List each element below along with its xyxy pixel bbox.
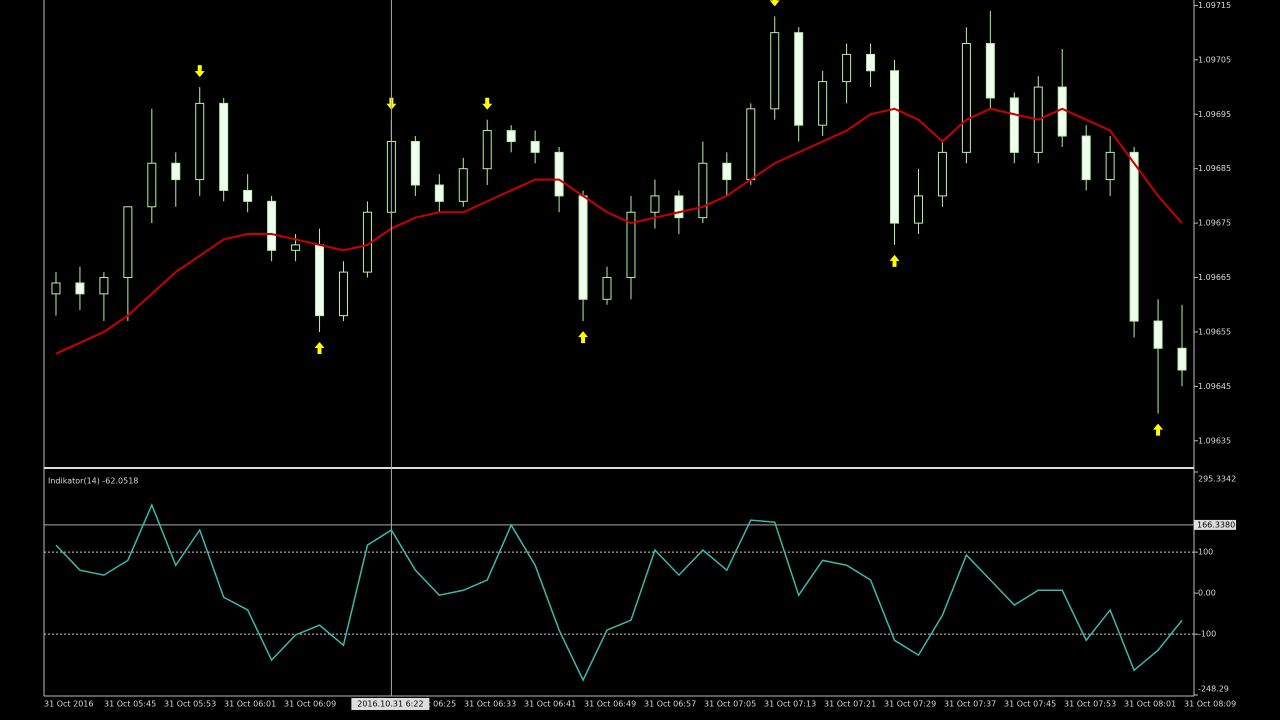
candle-body [1081, 135, 1091, 181]
x-tick-label: 31 Oct 06:09 [284, 700, 336, 709]
indicator-title: Indikator(14) -62.0518 [48, 477, 138, 486]
candle-body [913, 195, 923, 224]
buy-arrow [314, 341, 325, 354]
y-tick-label: 1.09695 [1198, 110, 1231, 119]
x-tick-label: 31 Oct 07:45 [1004, 700, 1056, 709]
x-tick-label: 31 Oct 2016 [44, 700, 93, 709]
candle-body [506, 130, 516, 142]
candle-body [1057, 86, 1067, 137]
candle-body [315, 244, 325, 317]
candle-body [890, 70, 900, 224]
candle-body [961, 43, 971, 153]
candle-body [434, 184, 444, 202]
candle-body [578, 195, 588, 300]
x-tick-label: 31 Oct 05:45 [104, 700, 156, 709]
candle-body [51, 282, 61, 295]
candle-body [291, 244, 301, 251]
candle-body [866, 53, 876, 72]
x-tick-label: 31 Oct 07:05 [704, 700, 756, 709]
x-tick-label: 31 Oct 08:01 [1124, 700, 1176, 709]
candle-body [171, 162, 181, 181]
candle-body [698, 162, 708, 219]
x-tick-label: 31 Oct 07:29 [884, 700, 936, 709]
candle-body [770, 32, 780, 110]
buy-arrow [578, 331, 589, 344]
candle-body [1177, 347, 1187, 371]
y-tick-label: -248.29 [1198, 685, 1229, 694]
candle-body [243, 189, 253, 202]
candle-body [842, 53, 852, 83]
crosshair-label: 2016.10.31 6:22 [357, 700, 423, 709]
candle-body [123, 206, 133, 279]
candle-body [985, 43, 995, 99]
candle-body [458, 168, 468, 202]
y-tick-label: 1.09645 [1198, 382, 1231, 391]
candle-body [626, 211, 636, 279]
candle-body [195, 102, 205, 181]
candle-body [338, 271, 348, 317]
y-tick-label: 1.09635 [1198, 436, 1231, 445]
crosshair-label-bg [351, 698, 430, 710]
candle-body [674, 195, 684, 219]
candle-body [99, 277, 109, 295]
moving-average [55, 107, 1183, 355]
candle-body [482, 130, 492, 170]
x-tick-label: 31 Oct 07:37 [944, 700, 996, 709]
y-tick-label: 295.3342 [1198, 475, 1236, 484]
y-tick-label: 1.09705 [1198, 55, 1231, 64]
candle-body [147, 162, 157, 208]
indicator-line [55, 502, 1183, 682]
y-tick-label: 1.09665 [1198, 273, 1231, 282]
x-tick-label: 31 Oct 07:13 [764, 700, 816, 709]
y-tick-label: 100 [1198, 548, 1213, 557]
x-tick-label: 31 Oct 06:01 [224, 700, 276, 709]
buy-arrow [889, 254, 900, 267]
x-tick-label: 31 Oct 05:53 [164, 700, 216, 709]
current-value-bg [1194, 519, 1236, 530]
sell-arrow [194, 65, 205, 78]
candle-body [530, 140, 540, 153]
y-tick-label: -100 [1198, 630, 1216, 639]
y-tick-label: 1.09655 [1198, 327, 1231, 336]
y-tick-label: 1.09675 [1198, 219, 1231, 228]
sell-arrow [769, 0, 780, 7]
candle-body [75, 282, 85, 295]
candle-body [1153, 320, 1163, 349]
candle-body [937, 151, 947, 197]
y-tick-label: 1.09685 [1198, 164, 1231, 173]
candle-body [219, 102, 229, 191]
candle-body [1129, 151, 1139, 322]
candle-body [818, 81, 828, 126]
candle-body [267, 200, 277, 251]
x-tick-label: 31 Oct 08:09 [1184, 700, 1236, 709]
candle-body [746, 108, 756, 181]
x-tick-label: 31 Oct 06:49 [584, 700, 636, 709]
sell-arrow [482, 97, 493, 110]
candle-body [722, 162, 732, 181]
y-tick-label: 1.09715 [1198, 1, 1231, 10]
x-tick-label: 31 Oct 07:53 [1064, 700, 1116, 709]
candle-body [1009, 97, 1019, 153]
candle-body [1105, 151, 1115, 181]
candle-body [410, 140, 420, 186]
buy-arrow [1153, 423, 1164, 436]
current-value-label: 166.3380 [1197, 520, 1235, 529]
x-tick-label: 31 Oct 06:33 [464, 700, 516, 709]
x-tick-label: 31 Oct 06:25 [404, 700, 456, 709]
candle-body [794, 32, 804, 126]
candle-body [554, 151, 564, 197]
candle-body [602, 277, 612, 300]
x-tick-label: 31 Oct 07:21 [824, 700, 876, 709]
candle-body [650, 195, 660, 213]
y-tick-label: 0.00 [1198, 589, 1216, 598]
x-tick-label: 31 Oct 06:57 [644, 700, 696, 709]
x-tick-label: 31 Oct 06:41 [524, 700, 576, 709]
